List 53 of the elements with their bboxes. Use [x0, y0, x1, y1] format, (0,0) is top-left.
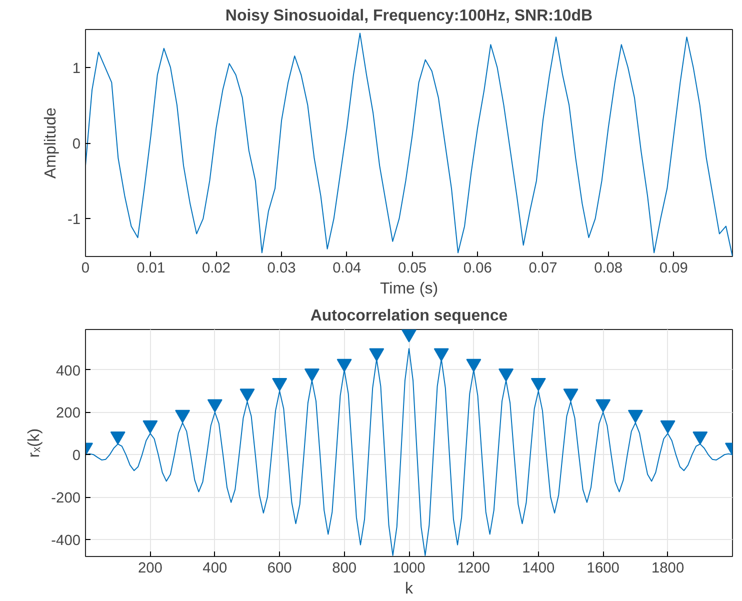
x-tick-label: 1400: [522, 560, 555, 576]
x-tick-label: 800: [332, 560, 357, 576]
point: [563, 388, 578, 402]
x-tick-label: 0.02: [202, 260, 230, 276]
y-tick-label: -400: [51, 533, 81, 550]
point: [692, 431, 708, 445]
point: [628, 410, 643, 423]
x-tick-label: 200: [138, 560, 162, 576]
y-axis-title: rₓ(k): [26, 428, 44, 458]
y-axis-title: Amplitude: [42, 107, 60, 179]
point: [434, 348, 449, 362]
point: [142, 420, 158, 434]
x-axis-title: k: [405, 580, 414, 598]
x-tick-label: 1600: [586, 560, 620, 576]
x-tick-label: 1800: [652, 560, 684, 576]
point: [466, 358, 482, 372]
y-tick-label: -1: [67, 212, 81, 228]
x-tick-label: 0.01: [136, 260, 166, 276]
y-tick-label: -200: [51, 490, 81, 507]
x-tick-label: 0.07: [528, 260, 558, 276]
x-tick-label: 1200: [457, 560, 490, 576]
line-series: [86, 348, 732, 556]
point: [175, 410, 190, 423]
x-axis-title: Time (s): [380, 280, 438, 298]
x-tick-label: 0.03: [267, 260, 296, 276]
point: [207, 399, 222, 412]
x-tick-label: 0.05: [398, 260, 427, 276]
chart-title: Autocorrelation sequence: [310, 308, 508, 324]
x-tick-label: 400: [202, 560, 228, 576]
point: [369, 348, 384, 362]
x-tick-label: 0.09: [659, 260, 688, 276]
point: [498, 368, 514, 382]
point: [240, 388, 255, 402]
x-tick-label: 0.06: [463, 260, 492, 276]
x-tick-label: 0.04: [332, 260, 362, 276]
point: [596, 399, 611, 412]
x-tick-label: 0.08: [594, 260, 623, 276]
point: [530, 378, 546, 392]
y-tick-label: 0: [72, 136, 81, 152]
x-tick-label: 1000: [392, 560, 426, 576]
point: [402, 330, 416, 342]
y-tick-label: 0: [72, 448, 81, 464]
x-tick-label: 600: [267, 560, 292, 576]
y-tick-label: 400: [56, 363, 81, 380]
y-tick-label: 1: [72, 60, 81, 77]
y-tick-label: 200: [56, 406, 81, 422]
point: [110, 431, 126, 445]
line-series: [86, 32, 732, 256]
point: [660, 420, 676, 434]
point: [304, 368, 320, 382]
point: [336, 358, 352, 372]
point: [272, 378, 288, 392]
chart-title: Noisy Sinosuoidal, Frequency:100Hz, SNR:10dB: [225, 8, 593, 24]
